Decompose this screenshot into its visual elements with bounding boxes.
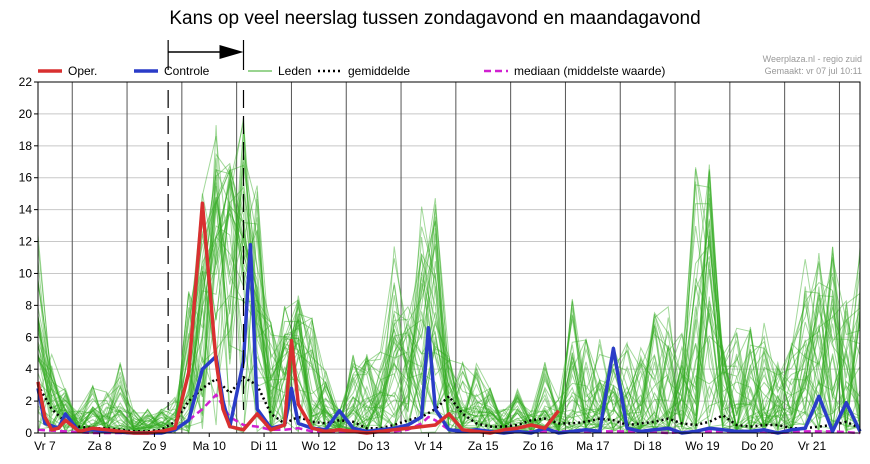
y-tick-label-12: 12 [19, 235, 33, 249]
x-tick-label: Zo 16 [523, 439, 554, 453]
member-line [37, 153, 861, 434]
y-tick-label-20: 20 [19, 107, 33, 121]
member-line [37, 179, 861, 434]
y-tick-label-4: 4 [25, 362, 32, 376]
x-tick-label: Wo 12 [302, 439, 337, 453]
y-tick-label-6: 6 [25, 330, 32, 344]
credit-line-1: Weerplaza.nl - regio zuid [763, 54, 862, 64]
legend: Oper. Controle Leden gemiddelde mediaan (mid… [38, 64, 665, 78]
day-gridlines [71, 82, 840, 433]
x-tick-label: Ma 10 [193, 439, 227, 453]
member-line [37, 117, 861, 433]
x-tick-label: Za 8 [88, 439, 112, 453]
y-tick-label-0: 0 [25, 426, 32, 440]
x-tick-label: Za 15 [468, 439, 499, 453]
y-tick-label-22: 22 [19, 75, 33, 89]
legend-label: mediaan (middelste waarde) [514, 64, 665, 78]
x-tick-label: Wo 19 [685, 439, 720, 453]
legend-label: Leden [278, 64, 311, 78]
member-lines [37, 117, 861, 435]
y-axis-ticks: 0 2 4 6 8 10 12 14 16 18 20 22 [19, 75, 38, 440]
x-axis-ticks: Vr 7 Za 8 Zo 9 Ma 10 Di 11 Wo 12 Do 13 Vr 14 Za … [34, 433, 826, 453]
member-line [37, 179, 861, 434]
series-lines [36, 201, 862, 435]
x-tick-label: Vr 21 [798, 439, 827, 453]
x-tick-label: Zo 9 [142, 439, 166, 453]
member-line [37, 234, 861, 434]
legend-label: Oper. [68, 64, 97, 78]
member-line [37, 131, 861, 434]
chart-title: Kans op veel neerslag tussen zondagavond… [169, 8, 701, 29]
bracket-arrow-head [219, 45, 244, 59]
highlight-window [167, 40, 245, 410]
y-tick-label-16: 16 [19, 171, 33, 185]
y-tick-label-8: 8 [25, 298, 32, 312]
y-tick-label-10: 10 [19, 266, 33, 280]
x-tick-label: Di 18 [634, 439, 662, 453]
series-line-controle [36, 242, 862, 435]
plot-frame [37, 81, 861, 434]
x-tick-label: Vr 7 [34, 439, 56, 453]
x-tick-label: Di 11 [250, 439, 277, 453]
y-tick-label-18: 18 [19, 139, 33, 153]
x-tick-label: Vr 14 [414, 439, 443, 453]
legend-label: Controle [164, 64, 210, 78]
x-tick-label: Do 20 [741, 439, 773, 453]
legend-label: gemiddelde [348, 64, 410, 78]
y-tick-label-2: 2 [25, 394, 32, 408]
member-line [37, 136, 861, 434]
x-tick-label: Ma 17 [576, 439, 610, 453]
y-tick-label-14: 14 [19, 203, 33, 217]
series-line-oper [36, 201, 560, 435]
member-line [37, 168, 861, 434]
member-line [37, 153, 861, 434]
member-line [37, 169, 861, 435]
credit-line-2: Gemaakt: vr 07 jul 10:11 [765, 66, 862, 76]
x-tick-label: Do 13 [358, 439, 390, 453]
